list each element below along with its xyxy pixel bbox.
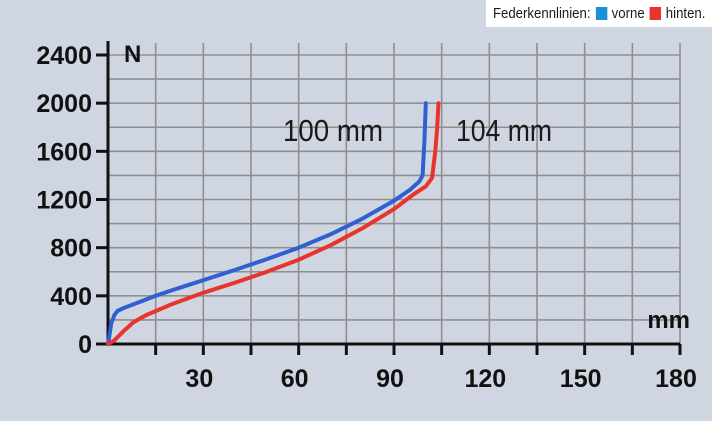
grid: [108, 43, 681, 344]
y-tick-label-400: 400: [50, 283, 92, 311]
y-tick-label-2000: 2000: [36, 90, 92, 118]
x-tick-label-30: 30: [185, 365, 213, 393]
legend: Federkennlinien: vorne hinten.: [485, 0, 712, 27]
labels: 0 400 800 1200 1600 2000 2400 30 60 90 120 150 180 Nm…: [36, 41, 696, 393]
y-axis-label: N: [124, 41, 141, 68]
y-tick-label-1600: 1600: [36, 138, 92, 166]
legend-swatch-vorne: [595, 7, 607, 20]
series-label-vorne: 100 mm: [283, 113, 383, 148]
x-tick-label-180: 180: [655, 365, 697, 393]
x-tick-label-120: 120: [464, 365, 506, 393]
legend-label-vorne: vorne: [611, 5, 645, 22]
x-tick-label-90: 90: [376, 365, 404, 393]
y-tick-label-1200: 1200: [36, 187, 92, 215]
series-label-hinten: 104 mm: [456, 113, 552, 148]
x-tick-label-150: 150: [560, 365, 602, 393]
legend-label-hinten: hinten.: [665, 5, 705, 22]
series-line-hinten: [106, 101, 441, 346]
series-line-vorne: [106, 101, 428, 346]
series-lines: [106, 101, 441, 346]
y-tick-label-2400: 2400: [36, 42, 92, 70]
legend-title: Federkennlinien:: [492, 5, 591, 22]
x-axis-label: mm: [647, 307, 690, 334]
y-tick-label-0: 0: [78, 331, 92, 359]
legend-swatch-hinten: [649, 7, 661, 20]
x-tick-label-60: 60: [281, 365, 309, 393]
y-tick-label-800: 800: [50, 235, 92, 263]
axes: [96, 41, 682, 355]
